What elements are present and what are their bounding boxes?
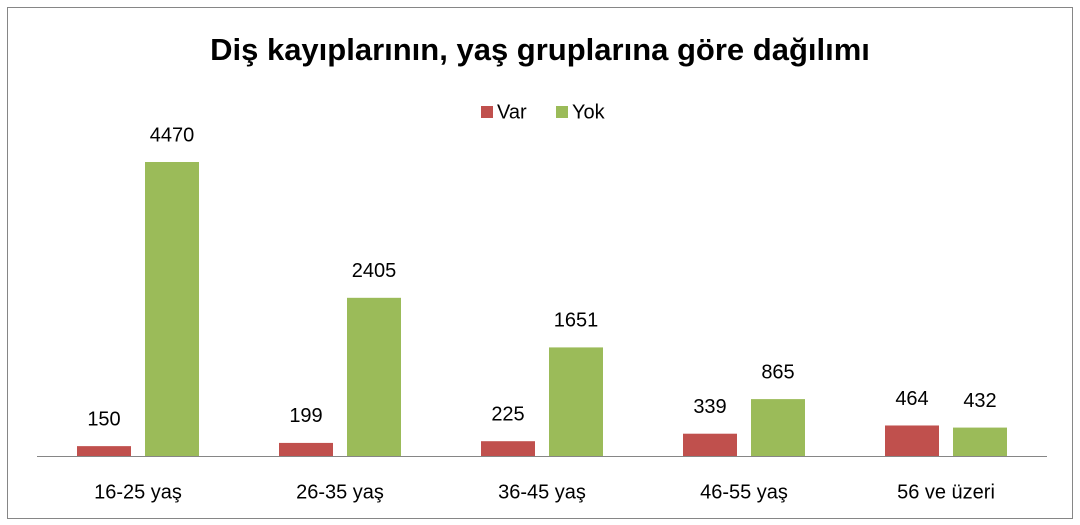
data-label: 339 bbox=[693, 396, 726, 418]
x-tick-label: 56 ve üzeri bbox=[897, 481, 995, 503]
bar bbox=[683, 433, 737, 456]
x-tick-label: 46-55 yaş bbox=[700, 481, 788, 503]
data-label: 225 bbox=[491, 403, 524, 425]
legend-swatch bbox=[481, 106, 493, 118]
data-label: 865 bbox=[761, 361, 794, 383]
bar bbox=[481, 441, 535, 456]
legend-label: Var bbox=[497, 101, 527, 123]
x-tick-label: 26-35 yaş bbox=[296, 481, 384, 503]
x-tick-label: 16-25 yaş bbox=[94, 481, 182, 503]
data-label: 432 bbox=[963, 390, 996, 412]
bar bbox=[145, 162, 199, 456]
data-label: 4470 bbox=[150, 124, 195, 146]
bar bbox=[549, 347, 603, 456]
bar bbox=[751, 399, 805, 456]
bar bbox=[279, 442, 333, 456]
legend-label: Yok bbox=[572, 101, 606, 123]
data-label: 150 bbox=[87, 408, 120, 430]
data-label: 2405 bbox=[352, 260, 397, 282]
bar bbox=[885, 425, 939, 456]
data-label: 1651 bbox=[554, 310, 599, 332]
data-label: 464 bbox=[895, 388, 928, 410]
chart-title: Diş kayıplarının, yaş gruplarına göre da… bbox=[210, 32, 870, 67]
data-label: 199 bbox=[289, 405, 322, 427]
bar bbox=[347, 297, 401, 456]
legend-swatch bbox=[556, 106, 568, 118]
bar bbox=[953, 427, 1007, 456]
bar bbox=[77, 446, 131, 456]
x-tick-label: 36-45 yaş bbox=[498, 481, 586, 503]
